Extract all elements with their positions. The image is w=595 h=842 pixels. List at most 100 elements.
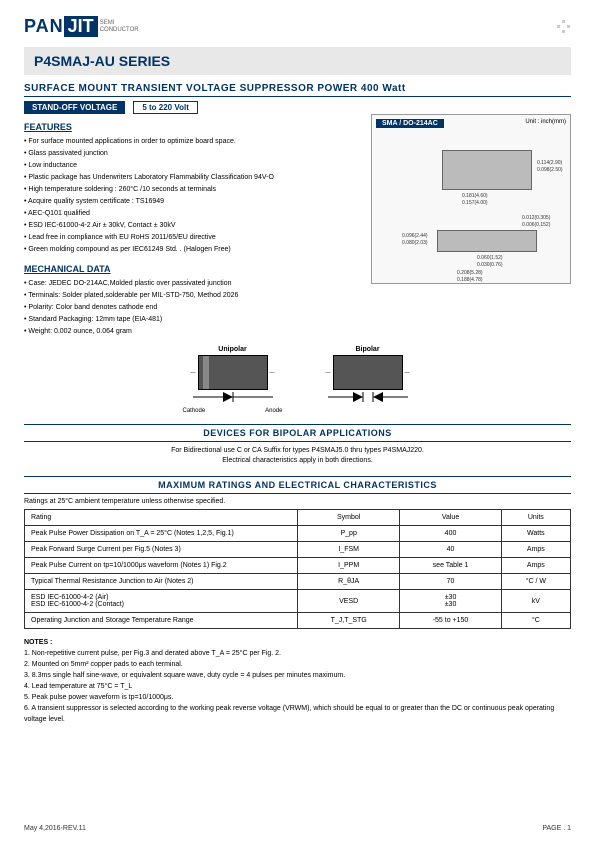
table-cell: VESD bbox=[298, 590, 400, 613]
pkg-dim-4: 0.098(2.50) bbox=[537, 167, 563, 173]
pkg-dim-7: 0.060(1.52) bbox=[477, 255, 503, 261]
pkg-dim-9: 0.012(0.305) bbox=[522, 215, 550, 221]
feature-item: Plastic package has Underwriters Laborat… bbox=[24, 172, 361, 184]
table-header: Value bbox=[400, 510, 501, 526]
table-row: ESD IEC-61000-4-2 (Air) ESD IEC-61000-4-… bbox=[25, 590, 571, 613]
table-cell: I_FSM bbox=[298, 542, 400, 558]
series-title: P4SMAJ-AU SERIES bbox=[34, 53, 561, 69]
bipolar-note2: Electrical characteristics apply in both… bbox=[24, 456, 571, 466]
table-header: Units bbox=[501, 510, 570, 526]
table-row: Peak Pulse Power Dissipation on T_A = 25… bbox=[25, 526, 571, 542]
table-cell: see Table 1 bbox=[400, 558, 501, 574]
table-cell: Peak Pulse Power Dissipation on T_A = 25… bbox=[25, 526, 298, 542]
table-cell: Typical Thermal Resistance Junction to A… bbox=[25, 574, 298, 590]
table-cell: 400 bbox=[400, 526, 501, 542]
feature-item: For surface mounted applications in orde… bbox=[24, 136, 361, 148]
note-item: 5. Peak pulse power waveform is tp=10/10… bbox=[24, 692, 571, 703]
mechanical-list: Case: JEDEC DO-214AC,Molded plastic over… bbox=[24, 278, 361, 338]
pkg-dim-2: 0.157(4.00) bbox=[462, 200, 488, 206]
pkg-dim-11: 0.208(5.28) bbox=[457, 270, 483, 276]
features-title: FEATURES bbox=[24, 122, 361, 132]
mechanical-item: Standard Packaging: 12mm tape (EIA-481) bbox=[24, 314, 361, 326]
pkg-top-view bbox=[442, 150, 532, 190]
package-diagram: SMA / DO-214AC Unit : inch(mm) 0.181(4.6… bbox=[371, 114, 571, 284]
table-row: Peak Pulse Current on tp=10/1000μs wavef… bbox=[25, 558, 571, 574]
mechanical-item: Weight: 0.002 ounce, 0.064 gram bbox=[24, 326, 361, 338]
table-cell: 70 bbox=[400, 574, 501, 590]
pkg-dim-5: 0.096(2.44) bbox=[402, 233, 428, 239]
feature-item: Low inductance bbox=[24, 160, 361, 172]
unipolar-symbol bbox=[188, 390, 278, 404]
polarity-diagrams: Unipolar — — CathodeAnode Bipolar — — bbox=[24, 346, 571, 414]
mechanical-item: Terminals: Solder plated,solderable per … bbox=[24, 290, 361, 302]
note-item: 2. Mounted on 5mm² copper pads to each t… bbox=[24, 659, 571, 670]
badge-voltage: 5 to 220 Volt bbox=[133, 101, 198, 114]
bipolar-symbol bbox=[323, 390, 413, 404]
feature-item: AEC-Q101 qualified bbox=[24, 208, 361, 220]
table-cell: Amps bbox=[501, 558, 570, 574]
unipolar-label: Unipolar bbox=[183, 346, 283, 353]
mechanical-title: MECHANICAL DATA bbox=[24, 264, 361, 274]
note-item: 3. 8.3ms single half sine-wave, or equiv… bbox=[24, 670, 571, 681]
table-cell: °C bbox=[501, 613, 570, 629]
table-cell: 40 bbox=[400, 542, 501, 558]
logo-jit: JIT bbox=[64, 16, 98, 37]
table-cell: Watts bbox=[501, 526, 570, 542]
footer-page: PAGE . 1 bbox=[542, 825, 571, 832]
notes-section: NOTES : 1. Non-repetitive current pulse,… bbox=[24, 637, 571, 725]
pkg-label: SMA / DO-214AC bbox=[376, 119, 444, 128]
pkg-dim-10: 0.006(0.152) bbox=[522, 222, 550, 228]
bipolar-note1: For Bidirectional use C or CA Suffix for… bbox=[24, 446, 571, 456]
pkg-dim-12: 0.188(4.78) bbox=[457, 277, 483, 283]
feature-item: Glass passivated junction bbox=[24, 148, 361, 160]
pkg-dim-6: 0.080(2.03) bbox=[402, 240, 428, 246]
feature-item: High temperature soldering : 260°C /10 s… bbox=[24, 184, 361, 196]
notes-title: NOTES : bbox=[24, 637, 571, 648]
badge-standoff: STAND-OFF VOLTAGE bbox=[24, 101, 125, 114]
table-cell: P_pp bbox=[298, 526, 400, 542]
table-header: Symbol bbox=[298, 510, 400, 526]
table-row: Peak Forward Surge Current per Fig.5 (No… bbox=[25, 542, 571, 558]
note-item: 6. A transient suppressor is selected ac… bbox=[24, 703, 571, 725]
logo: PAN JIT SEMI CONDUCTOR bbox=[24, 16, 571, 37]
ratings-note: Ratings at 25°C ambient temperature unle… bbox=[24, 498, 571, 505]
title-bar: P4SMAJ-AU SERIES bbox=[24, 47, 571, 75]
logo-sub2: CONDUCTOR bbox=[100, 27, 139, 34]
bipolar-label: Bipolar bbox=[323, 346, 413, 353]
bipolar-heading: DEVICES FOR BIPOLAR APPLICATIONS bbox=[24, 424, 571, 442]
feature-item: Lead free in compliance with EU RoHS 201… bbox=[24, 232, 361, 244]
feature-item: ESD IEC-61000-4-2 Air ± 30kV, Contact ± … bbox=[24, 220, 361, 232]
table-header: Rating bbox=[25, 510, 298, 526]
table-cell: Peak Forward Surge Current per Fig.5 (No… bbox=[25, 542, 298, 558]
ratings-table: RatingSymbolValueUnits Peak Pulse Power … bbox=[24, 509, 571, 629]
table-cell: Peak Pulse Current on tp=10/1000μs wavef… bbox=[25, 558, 298, 574]
pkg-unit: Unit : inch(mm) bbox=[525, 119, 566, 128]
feature-item: Green molding compound as per IEC61249 S… bbox=[24, 244, 361, 256]
pkg-dim-1: 0.181(4.60) bbox=[462, 193, 488, 199]
feature-item: Acquire quality system certificate : TS1… bbox=[24, 196, 361, 208]
pkg-dim-8: 0.030(0.76) bbox=[477, 262, 503, 268]
pkg-dim-3: 0.114(2.90) bbox=[537, 160, 562, 166]
note-item: 4. Lead temperature at 75°C = T_L bbox=[24, 681, 571, 692]
cathode-label: Cathode bbox=[183, 408, 206, 414]
logo-sub1: SEMI bbox=[100, 20, 139, 27]
table-cell: T_J,T_STG bbox=[298, 613, 400, 629]
mechanical-item: Case: JEDEC DO-214AC,Molded plastic over… bbox=[24, 278, 361, 290]
subtitle: SURFACE MOUNT TRANSIENT VOLTAGE SUPPRESS… bbox=[24, 83, 571, 94]
table-cell: -55 to +150 bbox=[400, 613, 501, 629]
ratings-heading: MAXIMUM RATINGS AND ELECTRICAL CHARACTER… bbox=[24, 476, 571, 494]
table-cell: I_PPM bbox=[298, 558, 400, 574]
footer-date: May 4,2016-REV.11 bbox=[24, 825, 86, 832]
table-row: Operating Junction and Storage Temperatu… bbox=[25, 613, 571, 629]
table-cell: Amps bbox=[501, 542, 570, 558]
logo-pan: PAN bbox=[24, 16, 64, 37]
mechanical-item: Polarity: Color band denotes cathode end bbox=[24, 302, 361, 314]
table-cell: R_θJA bbox=[298, 574, 400, 590]
pkg-side-view bbox=[437, 230, 537, 252]
note-item: 1. Non-repetitive current pulse, per Fig… bbox=[24, 648, 571, 659]
decorative-dots bbox=[557, 20, 571, 34]
table-cell: °C / W bbox=[501, 574, 570, 590]
table-cell: ESD IEC-61000-4-2 (Air) ESD IEC-61000-4-… bbox=[25, 590, 298, 613]
table-cell: Operating Junction and Storage Temperatu… bbox=[25, 613, 298, 629]
anode-label: Anode bbox=[265, 408, 282, 414]
